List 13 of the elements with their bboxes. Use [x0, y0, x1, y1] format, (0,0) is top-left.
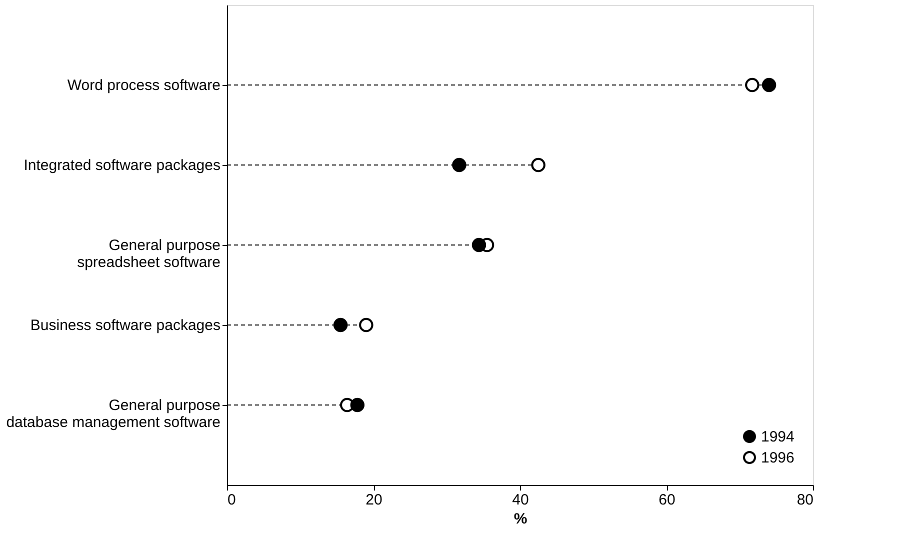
y-tick-label: General purpose database management software	[6, 397, 220, 431]
x-tick-label: 20	[366, 492, 382, 508]
x-tick-label: 80	[796, 492, 814, 508]
x-tick-label: 40	[512, 492, 529, 508]
y-tick-label: General purpose spreadsheet software	[77, 237, 220, 271]
x-tick-label: 60	[658, 492, 676, 508]
legend-label: 1994	[761, 428, 794, 446]
y-tick-label: Integrated software packages	[24, 157, 220, 174]
y-tick-label: Word process software	[67, 77, 220, 94]
legend-label: 1996	[761, 450, 794, 466]
x-axis-title: %	[514, 510, 528, 528]
x-tick-label: 0	[228, 492, 236, 508]
y-tick-label: Business software packages	[30, 317, 220, 334]
